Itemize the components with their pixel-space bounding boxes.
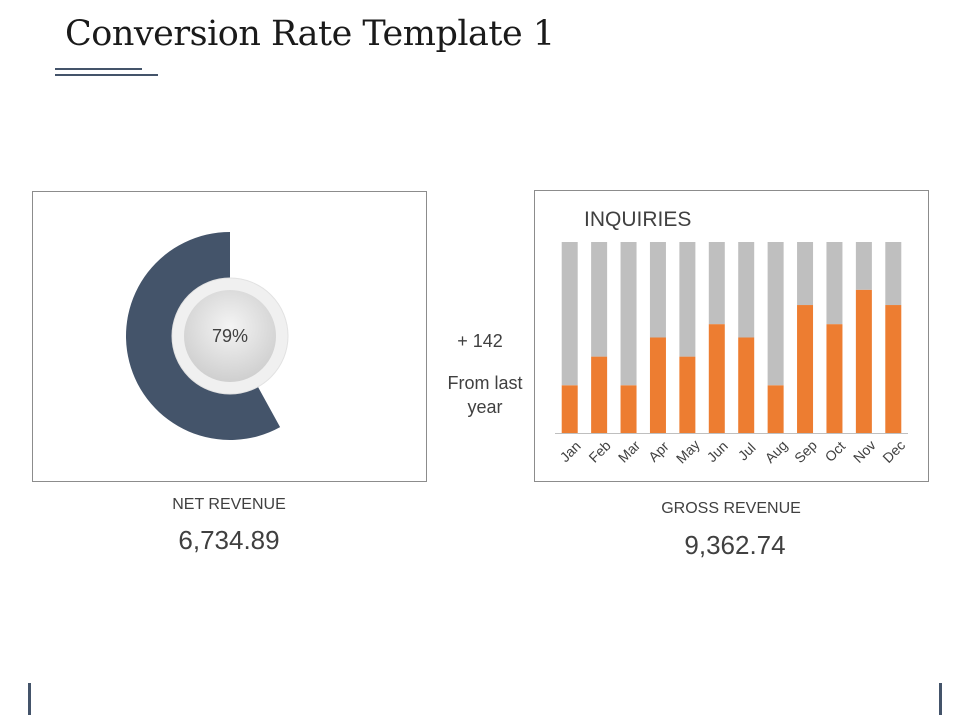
x-tick-labels: Jan Feb Mar Apr May Jun Jul Aug Sep Oct Nov Dec: [557, 436, 909, 466]
x-tick-may: May: [673, 436, 703, 466]
bar-apr-series-1: [649, 337, 666, 433]
bar-mar-series-1: [620, 385, 637, 433]
bar-dec-series-2: [885, 242, 902, 306]
bar-apr-series-2: [649, 242, 666, 338]
delta-caption: From last year: [447, 373, 523, 417]
bar-may-series-1: [679, 356, 696, 433]
bar-sep-series-2: [797, 242, 814, 306]
x-tick-jan: Jan: [557, 438, 584, 465]
bar-nov-series-1: [855, 289, 872, 433]
right-slide-marker: [939, 683, 942, 715]
bar-jul-series-1: [738, 337, 755, 433]
bar-jun-series-2: [708, 242, 725, 325]
x-tick-nov: Nov: [850, 437, 879, 466]
donut-inner: [184, 290, 276, 382]
x-tick-jun: Jun: [704, 438, 731, 465]
title-underline-short: [55, 74, 158, 76]
donut-percent-label: 79%: [212, 326, 248, 346]
bar-sep-series-1: [797, 305, 814, 433]
x-tick-feb: Feb: [585, 437, 614, 466]
bar-oct-series-1: [826, 324, 843, 433]
bar-may-series-2: [679, 242, 696, 357]
x-tick-oct: Oct: [822, 438, 849, 465]
x-tick-mar: Mar: [615, 437, 644, 466]
bar-aug-series-2: [767, 242, 784, 386]
bar-jan-series-1: [561, 385, 578, 433]
chart-title: INQUIRIES: [584, 208, 691, 231]
net-revenue-panel: 79%: [32, 191, 427, 482]
net-revenue-value: 6,734.89: [178, 525, 280, 555]
x-tick-aug: Aug: [762, 437, 791, 466]
x-tick-apr: Apr: [645, 438, 672, 465]
inquiries-panel: INQUIRIES Jan Feb Mar Apr May Jun Jul Aug Sep Oct…: [534, 190, 929, 482]
delta-value: + 142: [457, 331, 503, 351]
bar-dec-series-1: [885, 305, 902, 433]
bar-oct-series-2: [826, 242, 843, 325]
bars-group: [561, 242, 902, 433]
bar-jan-series-2: [561, 242, 578, 386]
x-tick-jul: Jul: [735, 439, 759, 463]
bar-feb-series-2: [591, 242, 608, 357]
bar-nov-series-2: [855, 242, 872, 290]
donut-chart: 79%: [126, 232, 289, 440]
gross-revenue-value: 9,362.74: [684, 530, 786, 560]
inquiries-bar-chart: INQUIRIES Jan Feb Mar Apr May Jun Jul Aug Sep Oct…: [555, 208, 909, 466]
bar-jun-series-1: [708, 324, 725, 433]
gross-revenue-label: GROSS REVENUE: [661, 500, 801, 517]
title-underline-long: [55, 68, 142, 70]
left-slide-marker: [28, 683, 31, 715]
slide-title: Conversion Rate Template 1: [65, 14, 555, 54]
net-revenue-label: NET REVENUE: [172, 496, 286, 513]
x-tick-sep: Sep: [791, 437, 820, 466]
bar-jul-series-2: [738, 242, 755, 338]
bar-aug-series-1: [767, 385, 784, 433]
bar-mar-series-2: [620, 242, 637, 386]
bar-feb-series-1: [591, 356, 608, 433]
x-tick-dec: Dec: [879, 437, 908, 466]
